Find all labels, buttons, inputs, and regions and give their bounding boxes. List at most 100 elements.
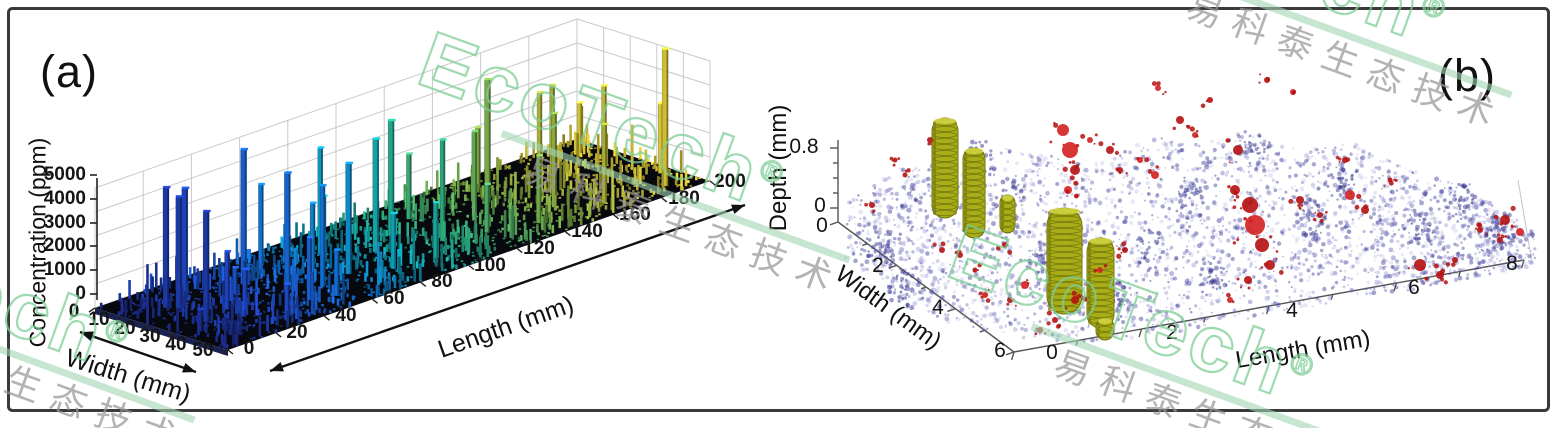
cloud-dot bbox=[1314, 229, 1318, 233]
cloud-dot bbox=[1152, 302, 1157, 306]
cloud-dot bbox=[981, 286, 984, 288]
cloud-dot bbox=[1466, 225, 1470, 229]
cloud-dot bbox=[1045, 191, 1050, 196]
cloud-dot bbox=[905, 254, 909, 258]
bar bbox=[270, 318, 274, 325]
bar bbox=[532, 142, 536, 158]
bar bbox=[518, 202, 521, 204]
bar bbox=[327, 270, 331, 273]
cloud-dot bbox=[1298, 279, 1301, 282]
cloud-dot bbox=[1300, 181, 1304, 185]
bar bbox=[233, 333, 237, 344]
cloud-dot bbox=[1311, 162, 1317, 167]
bar bbox=[619, 177, 623, 186]
bar-peak-side bbox=[580, 103, 582, 156]
cloud-dot bbox=[1224, 212, 1227, 215]
cloud-dot bbox=[904, 204, 908, 209]
bar bbox=[498, 184, 501, 188]
bar bbox=[260, 336, 263, 338]
cloud-dot bbox=[1434, 249, 1438, 254]
cloud-dot bbox=[1211, 200, 1217, 205]
cloud-dot bbox=[911, 182, 917, 188]
cloud-dot bbox=[1061, 164, 1065, 167]
cloud-dot bbox=[1295, 189, 1299, 193]
cloud-dot bbox=[899, 247, 905, 253]
bar bbox=[559, 142, 562, 164]
cloud-dot bbox=[1212, 147, 1217, 152]
bar bbox=[301, 255, 305, 274]
bar bbox=[221, 280, 225, 295]
cloud-dot bbox=[988, 211, 993, 216]
cloud-dot bbox=[1395, 259, 1400, 264]
cloud-dot bbox=[1259, 141, 1262, 144]
cloud-dot bbox=[936, 285, 941, 290]
bar-peak-side bbox=[487, 184, 490, 233]
cloud-dot bbox=[923, 192, 927, 196]
cloud-dot bbox=[1149, 161, 1155, 167]
cloud-dot bbox=[1376, 270, 1380, 275]
cloud-dot bbox=[882, 278, 885, 281]
cloud-dot bbox=[878, 226, 883, 232]
cloud-dot bbox=[1439, 256, 1443, 260]
cloud-dot bbox=[1120, 319, 1126, 325]
bar bbox=[480, 209, 484, 214]
cloud-dot bbox=[1419, 278, 1424, 283]
cloud-dot bbox=[941, 295, 945, 298]
cloud-dot bbox=[873, 187, 877, 190]
cloud-dot bbox=[1335, 249, 1340, 254]
cloud-dot bbox=[1349, 210, 1352, 214]
cloud-dot bbox=[857, 193, 860, 197]
cloud-dot bbox=[1190, 214, 1195, 219]
cloud-dot bbox=[1044, 195, 1047, 198]
cloud-dot bbox=[1311, 290, 1316, 295]
bar bbox=[432, 198, 436, 202]
bar bbox=[326, 259, 330, 268]
cloud-dot bbox=[1168, 234, 1172, 238]
cloud-dot bbox=[998, 230, 1003, 236]
cloud-dot bbox=[1431, 254, 1435, 258]
bar bbox=[396, 230, 400, 234]
bar bbox=[306, 299, 310, 307]
cloud-dot bbox=[1112, 221, 1116, 225]
cloud-dot bbox=[1142, 147, 1145, 149]
cloud-dot bbox=[958, 239, 961, 242]
cloud-dot bbox=[1531, 235, 1535, 239]
cloud-dot bbox=[1419, 188, 1421, 191]
bar bbox=[218, 258, 221, 277]
cloud-dot bbox=[1394, 271, 1400, 277]
cloud-dot bbox=[1507, 246, 1511, 250]
cloud-dot bbox=[1447, 187, 1453, 193]
cloud-dot bbox=[1465, 276, 1470, 280]
cloud-dot bbox=[853, 258, 858, 264]
cloud-dot bbox=[1383, 285, 1386, 289]
bar bbox=[370, 214, 373, 219]
cloud-dot bbox=[937, 235, 943, 240]
cloud-dot bbox=[1440, 236, 1444, 240]
cloud-dense-dot bbox=[1028, 261, 1033, 266]
cloud-dot bbox=[911, 241, 915, 246]
bar bbox=[537, 232, 540, 236]
cloud-dot bbox=[1378, 217, 1382, 222]
bar bbox=[117, 311, 121, 316]
bar bbox=[133, 303, 137, 306]
cloud-dot bbox=[1243, 153, 1248, 159]
cloud-dot bbox=[904, 188, 907, 191]
cloud-dot bbox=[1172, 276, 1177, 281]
cloud-dot bbox=[1244, 143, 1248, 148]
cloud-dot bbox=[1118, 238, 1121, 241]
bar bbox=[290, 291, 294, 317]
cloud-dot bbox=[957, 267, 961, 271]
cloud-dot bbox=[1033, 321, 1035, 323]
bar bbox=[389, 234, 392, 253]
bar bbox=[541, 235, 545, 237]
bar bbox=[533, 221, 536, 224]
cloud-dot bbox=[1529, 249, 1533, 253]
cloud-dot bbox=[1178, 213, 1183, 218]
bar bbox=[689, 185, 693, 187]
cloud-dot bbox=[964, 263, 968, 266]
cloud-dot bbox=[1512, 221, 1515, 224]
bar bbox=[543, 214, 547, 233]
axis-arrow-head bbox=[731, 204, 745, 215]
bar bbox=[650, 161, 654, 165]
cloud-dot bbox=[918, 207, 923, 212]
